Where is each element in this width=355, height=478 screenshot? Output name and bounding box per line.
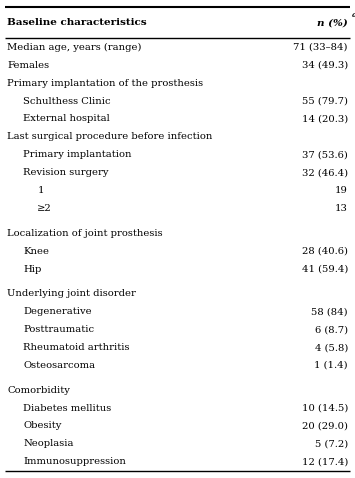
Text: Immunosuppression: Immunosuppression	[23, 457, 126, 467]
Text: Degenerative: Degenerative	[23, 307, 92, 316]
Text: Underlying joint disorder: Underlying joint disorder	[7, 289, 136, 298]
Text: Revision surgery: Revision surgery	[23, 168, 109, 177]
Text: Diabetes mellitus: Diabetes mellitus	[23, 403, 111, 413]
Text: n (%): n (%)	[317, 18, 348, 27]
Text: 41 (59.4): 41 (59.4)	[301, 265, 348, 274]
Text: 71 (33–84): 71 (33–84)	[293, 43, 348, 52]
Text: 4 (5.8): 4 (5.8)	[315, 343, 348, 352]
Text: Posttraumatic: Posttraumatic	[23, 325, 94, 334]
Text: 12 (17.4): 12 (17.4)	[301, 457, 348, 467]
Text: 10 (14.5): 10 (14.5)	[301, 403, 348, 413]
Text: 5 (7.2): 5 (7.2)	[315, 439, 348, 448]
Text: 13: 13	[335, 204, 348, 213]
Text: 20 (29.0): 20 (29.0)	[302, 422, 348, 431]
Text: Schulthess Clinic: Schulthess Clinic	[23, 97, 111, 106]
Text: Females: Females	[7, 61, 49, 70]
Text: 1 (1.4): 1 (1.4)	[314, 361, 348, 370]
Text: Rheumatoid arthritis: Rheumatoid arthritis	[23, 343, 130, 352]
Text: Primary implantation of the prosthesis: Primary implantation of the prosthesis	[7, 78, 203, 87]
Text: Hip: Hip	[23, 265, 42, 274]
Text: 1: 1	[37, 186, 44, 196]
Text: 55 (79.7): 55 (79.7)	[302, 97, 348, 106]
Text: ≥2: ≥2	[37, 204, 52, 213]
Text: Baseline characteristics: Baseline characteristics	[7, 18, 147, 27]
Text: Osteosarcoma: Osteosarcoma	[23, 361, 95, 370]
Text: 58 (84): 58 (84)	[311, 307, 348, 316]
Text: External hospital: External hospital	[23, 115, 110, 123]
Text: Knee: Knee	[23, 247, 49, 256]
Text: 19: 19	[335, 186, 348, 196]
Text: Neoplasia: Neoplasia	[23, 439, 73, 448]
Text: Median age, years (range): Median age, years (range)	[7, 43, 142, 52]
Text: 34 (49.3): 34 (49.3)	[302, 61, 348, 70]
Text: 28 (40.6): 28 (40.6)	[302, 247, 348, 256]
Text: Obesity: Obesity	[23, 422, 61, 431]
Text: 6 (8.7): 6 (8.7)	[315, 325, 348, 334]
Text: Last surgical procedure before infection: Last surgical procedure before infection	[7, 132, 213, 141]
Text: 32 (46.4): 32 (46.4)	[302, 168, 348, 177]
Text: Localization of joint prosthesis: Localization of joint prosthesis	[7, 229, 163, 238]
Text: a: a	[352, 11, 355, 19]
Text: 37 (53.6): 37 (53.6)	[302, 151, 348, 159]
Text: 14 (20.3): 14 (20.3)	[302, 115, 348, 123]
Text: Primary implantation: Primary implantation	[23, 151, 132, 159]
Text: Comorbidity: Comorbidity	[7, 386, 70, 394]
